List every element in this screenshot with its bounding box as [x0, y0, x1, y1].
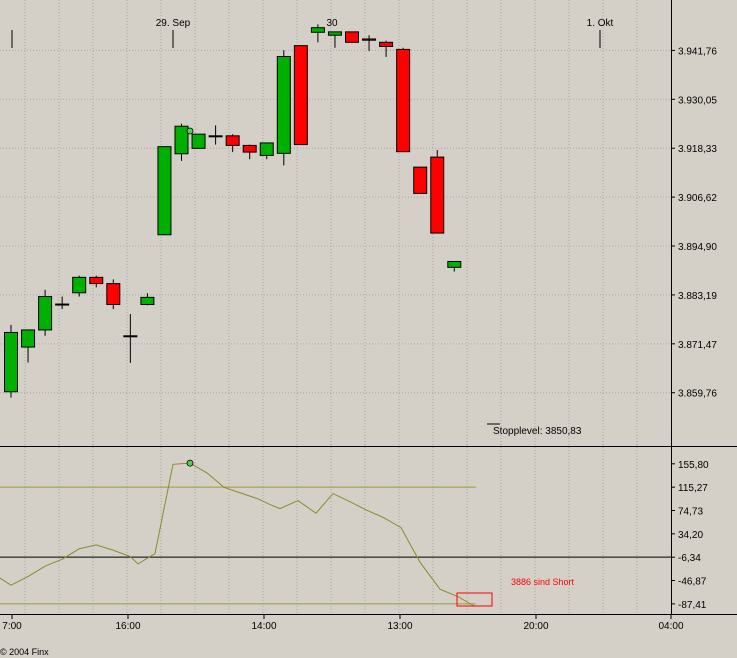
annotations: Stopplevel: 3850,83 3886 sind Short	[457, 424, 582, 606]
candle-down	[380, 42, 393, 46]
stop-level-label: Stopplevel: 3850,83	[493, 426, 582, 437]
candle-down	[414, 167, 427, 193]
price-label: 3.871,47	[678, 340, 717, 351]
candle-down	[363, 39, 376, 40]
candle-down	[243, 145, 256, 152]
candle-down	[90, 277, 103, 283]
candles	[5, 24, 461, 397]
osc-label: -87,41	[678, 600, 707, 611]
date-label: 1. Okt	[587, 18, 614, 29]
candle-up	[5, 332, 18, 391]
short-label: 3886 sind Short	[511, 577, 575, 587]
candle-down	[226, 136, 239, 146]
candle-up	[192, 134, 205, 148]
osc-label: 34,20	[678, 530, 703, 541]
time-label: 04:00	[658, 621, 683, 632]
candle-up	[260, 143, 273, 156]
osc-label: 115,27	[678, 483, 708, 494]
price-axis: 3.941,76 3.930,05 3.918,33 3.906,62 3.894,90…	[671, 46, 717, 399]
candle-up	[141, 297, 154, 304]
price-label: 3.883,19	[678, 291, 717, 302]
time-label: 20:00	[523, 621, 548, 632]
date-label: 29. Sep	[156, 18, 191, 29]
grid-lines	[0, 0, 671, 614]
candle-up	[56, 304, 69, 305]
candle-down	[294, 46, 307, 145]
candle-down	[431, 157, 444, 233]
price-label: 3.894,90	[678, 242, 717, 253]
osc-label: 155,80	[678, 460, 709, 471]
candle-up	[39, 297, 52, 330]
panel-separators	[0, 0, 737, 615]
oscillator-axis: 155,80 115,27 74,73 34,20 -6,34 -46,87 -87,41	[671, 460, 709, 611]
copyright-text: © 2004 Finx	[0, 647, 49, 657]
candle-down	[107, 284, 120, 305]
candle-up	[328, 32, 341, 35]
date-label: 30	[326, 18, 338, 29]
candle-up	[277, 56, 290, 153]
price-label: 3.941,76	[678, 46, 717, 57]
time-label: 13:00	[387, 621, 412, 632]
price-label: 3.930,05	[678, 95, 717, 106]
osc-label: 74,73	[678, 507, 703, 518]
candle-down	[346, 32, 359, 42]
time-label: 14:00	[251, 621, 276, 632]
candle-up	[311, 28, 324, 33]
osc-label: -46,87	[678, 577, 707, 588]
price-label: 3.918,33	[678, 144, 717, 155]
oscillator-line	[0, 463, 475, 606]
candle-down	[397, 49, 410, 151]
osc-label: -6,34	[678, 553, 701, 564]
oscillator-marker	[187, 460, 193, 466]
candle-up	[158, 147, 171, 235]
candle-up	[175, 126, 188, 154]
candle-up	[73, 277, 86, 292]
time-label: 16:00	[115, 621, 140, 632]
candle-up	[124, 336, 137, 337]
candle-up	[448, 261, 461, 267]
time-label: 7:00	[2, 621, 22, 632]
candle-up	[22, 330, 35, 347]
time-axis: 7:00 16:00 14:00 13:00 20:00 04:00 © 2004 Finx	[0, 614, 684, 657]
date-axis: 29. Sep 30 1. Okt	[12, 18, 614, 48]
price-label: 3.906,62	[678, 193, 717, 204]
candle-up	[209, 136, 222, 137]
signal-marker	[187, 128, 193, 134]
price-label: 3.859,76	[678, 389, 717, 400]
